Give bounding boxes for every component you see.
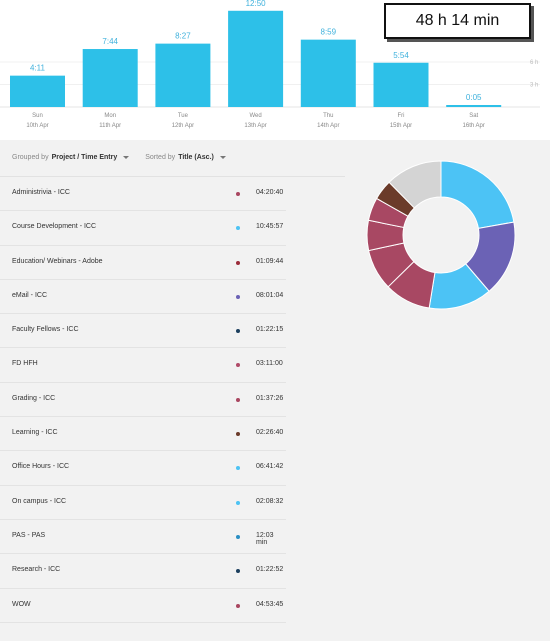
color-dot-icon bbox=[236, 500, 240, 505]
bar-value-label: 0:05 bbox=[466, 93, 482, 102]
color-dot-icon bbox=[236, 294, 240, 299]
entry-title: Administrivia - ICC bbox=[12, 189, 70, 196]
entry-list: Administrivia - ICC 04:20:40 Course Develo… bbox=[0, 177, 286, 623]
y-tick-label: 3 h bbox=[530, 83, 538, 89]
entry-duration: 10:45:57 bbox=[256, 223, 284, 231]
x-tick-day: Mon bbox=[104, 113, 116, 119]
color-dot-icon bbox=[236, 363, 240, 368]
group-by-value: Project / Time Entry bbox=[51, 153, 118, 161]
entry-duration: 03:11:00 bbox=[256, 360, 283, 368]
color-dot-icon bbox=[236, 397, 240, 402]
list-item[interactable]: Grading - ICC 01:37:26 bbox=[0, 383, 286, 418]
color-dot-icon bbox=[236, 432, 240, 437]
bar-value-label: 12:50 bbox=[246, 0, 267, 8]
list-item[interactable]: PAS - PAS 12:03 min bbox=[0, 520, 286, 555]
x-tick-date: 11th Apr bbox=[99, 123, 121, 129]
list-item[interactable]: FD HFH 03:11:00 bbox=[0, 348, 286, 383]
entry-duration: 06:41:42 bbox=[256, 463, 284, 471]
color-dot-icon bbox=[236, 192, 240, 196]
sort-by-prefix: Sorted by bbox=[145, 153, 176, 161]
entry-title: PAS - PAS bbox=[12, 531, 46, 539]
bar-sun[interactable] bbox=[10, 75, 65, 107]
entry-duration: 01:37:26 bbox=[256, 394, 284, 402]
entry-title: Research - ICC bbox=[12, 566, 61, 574]
entry-duration: 12:03 min bbox=[256, 531, 274, 546]
bar-thu[interactable] bbox=[300, 39, 356, 107]
color-dot-icon bbox=[236, 329, 240, 334]
entry-duration: 04:53:45 bbox=[256, 600, 284, 608]
list-item[interactable]: Administrivia - ICC 04:20:40 bbox=[0, 177, 286, 212]
list-item[interactable]: Faculty Fellows - ICC 01:22:15 bbox=[0, 314, 286, 349]
x-tick-day: Fri bbox=[398, 113, 405, 119]
x-tick-date: 10th Apr bbox=[26, 123, 48, 129]
list-item[interactable]: WOW 04:53:45 bbox=[0, 589, 286, 623]
entry-title: Education/ Webinars - Adobe bbox=[12, 257, 103, 265]
chevron-down-icon bbox=[123, 155, 130, 159]
bar-value-label: 7:44 bbox=[102, 37, 118, 46]
x-tick-date: 13th Apr bbox=[244, 123, 266, 129]
total-time-box: 48 h 14 min bbox=[384, 3, 531, 39]
bar-chart-svg: 6 h 3 h 4:11 Sun 10th Apr 7:44 Mon 11th Apr 8:27… bbox=[0, 0, 540, 129]
total-time-value: 48 h 14 min bbox=[415, 12, 500, 29]
entry-title: Learning - ICC bbox=[12, 429, 58, 437]
bar-sat[interactable] bbox=[446, 105, 502, 107]
list-item[interactable]: Education/ Webinars - Adobe 01:09:44 bbox=[0, 246, 286, 280]
sort-by-dropdown[interactable]: Sorted by Title (Asc.) bbox=[145, 154, 226, 161]
entry-title: WOW bbox=[12, 600, 31, 608]
color-dot-icon bbox=[236, 534, 240, 539]
x-tick-day: Wed bbox=[249, 113, 261, 119]
entry-title: Course Development - ICC bbox=[12, 223, 97, 231]
x-tick-day: Sat bbox=[469, 113, 478, 119]
x-tick-day: Thu bbox=[323, 113, 333, 119]
entry-title: FD HFH bbox=[12, 360, 38, 368]
bar-value-label: 4:11 bbox=[30, 64, 46, 73]
x-tick-date: 12th Apr bbox=[172, 123, 194, 129]
list-item[interactable]: eMail - ICC 08:01:04 bbox=[0, 280, 286, 315]
list-controls: Grouped by Project / Time Entry Sorted b… bbox=[12, 150, 242, 164]
donut-slice[interactable] bbox=[440, 160, 515, 229]
list-item[interactable]: Course Development - ICC 10:45:57 bbox=[0, 211, 286, 246]
color-dot-icon bbox=[236, 569, 240, 574]
x-tick-day: Tue bbox=[178, 113, 189, 119]
bar-wed[interactable] bbox=[228, 10, 284, 107]
entry-title: eMail - ICC bbox=[12, 291, 48, 299]
list-divider bbox=[0, 176, 345, 177]
bar-value-label: 8:59 bbox=[321, 28, 337, 37]
donut-slice[interactable] bbox=[388, 160, 442, 209]
group-by-dropdown[interactable]: Grouped by Project / Time Entry bbox=[12, 153, 130, 161]
entry-title: Grading - ICC bbox=[12, 394, 56, 402]
bar-mon[interactable] bbox=[82, 49, 138, 107]
list-item[interactable]: Learning - ICC 02:26:40 bbox=[0, 417, 286, 452]
entry-title: On campus - ICC bbox=[12, 497, 67, 505]
color-dot-icon bbox=[236, 226, 240, 231]
color-dot-icon bbox=[236, 260, 240, 265]
sort-by-value: Title (Asc.) bbox=[178, 153, 214, 161]
entry-duration: 01:22:15 bbox=[256, 326, 284, 334]
donut-chart bbox=[366, 160, 516, 310]
x-tick-date: 15th Apr bbox=[390, 123, 412, 129]
group-by-prefix: Grouped by bbox=[12, 153, 49, 161]
y-tick-label: 6 h bbox=[530, 60, 538, 66]
chevron-down-icon bbox=[219, 155, 226, 159]
list-item[interactable]: Office Hours - ICC 06:41:42 bbox=[0, 451, 286, 486]
list-item[interactable]: On campus - ICC 02:08:32 bbox=[0, 486, 286, 520]
entry-title: Faculty Fellows - ICC bbox=[12, 326, 79, 334]
entry-duration: 02:08:32 bbox=[256, 497, 284, 505]
color-dot-icon bbox=[236, 603, 240, 608]
bar-value-label: 5:54 bbox=[393, 51, 409, 60]
x-tick-day: Sun bbox=[32, 113, 43, 119]
bar-fri[interactable] bbox=[373, 62, 429, 107]
x-tick-date: 16th Apr bbox=[463, 123, 485, 129]
bar-value-label: 8:27 bbox=[175, 32, 191, 41]
list-item[interactable]: Research - ICC 01:22:52 bbox=[0, 554, 286, 589]
entry-duration: 04:20:40 bbox=[256, 189, 284, 196]
entry-duration: 01:09:44 bbox=[256, 257, 284, 265]
entry-duration: 01:22:52 bbox=[256, 566, 284, 574]
entry-title: Office Hours - ICC bbox=[12, 463, 70, 471]
bar-tue[interactable] bbox=[155, 43, 211, 107]
entry-duration: 02:26:40 bbox=[256, 429, 284, 437]
color-dot-icon bbox=[236, 466, 240, 471]
x-tick-date: 14th Apr bbox=[317, 123, 339, 129]
entry-duration: 08:01:04 bbox=[256, 291, 284, 299]
